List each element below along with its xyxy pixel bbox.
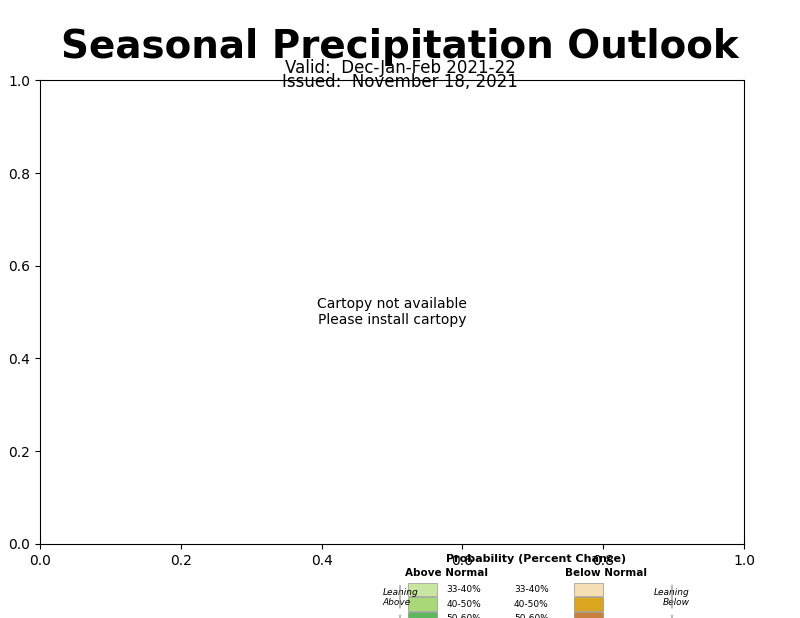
- FancyBboxPatch shape: [574, 598, 603, 611]
- Text: Issued:  November 18, 2021: Issued: November 18, 2021: [282, 73, 518, 91]
- FancyBboxPatch shape: [574, 612, 603, 618]
- Text: 40-50%: 40-50%: [446, 599, 481, 609]
- Text: Probability (Percent Chance): Probability (Percent Chance): [446, 554, 626, 564]
- Text: Above Normal: Above Normal: [405, 568, 488, 578]
- Text: Leaning
Below: Leaning Below: [654, 588, 690, 607]
- FancyBboxPatch shape: [408, 598, 437, 611]
- FancyBboxPatch shape: [408, 583, 437, 596]
- Text: 33-40%: 33-40%: [446, 585, 481, 594]
- Text: 40-50%: 40-50%: [514, 599, 549, 609]
- Text: 50-60%: 50-60%: [514, 614, 549, 618]
- FancyBboxPatch shape: [408, 612, 437, 618]
- Text: 50-60%: 50-60%: [446, 614, 482, 618]
- Text: Below Normal: Below Normal: [566, 568, 647, 578]
- FancyBboxPatch shape: [574, 583, 603, 596]
- Text: Seasonal Precipitation Outlook: Seasonal Precipitation Outlook: [61, 28, 739, 66]
- Text: Cartopy not available
Please install cartopy: Cartopy not available Please install car…: [317, 297, 467, 327]
- Text: Valid:  Dec-Jan-Feb 2021-22: Valid: Dec-Jan-Feb 2021-22: [285, 59, 515, 77]
- Text: 33-40%: 33-40%: [514, 585, 549, 594]
- Text: Leaning
Above: Leaning Above: [382, 588, 418, 607]
